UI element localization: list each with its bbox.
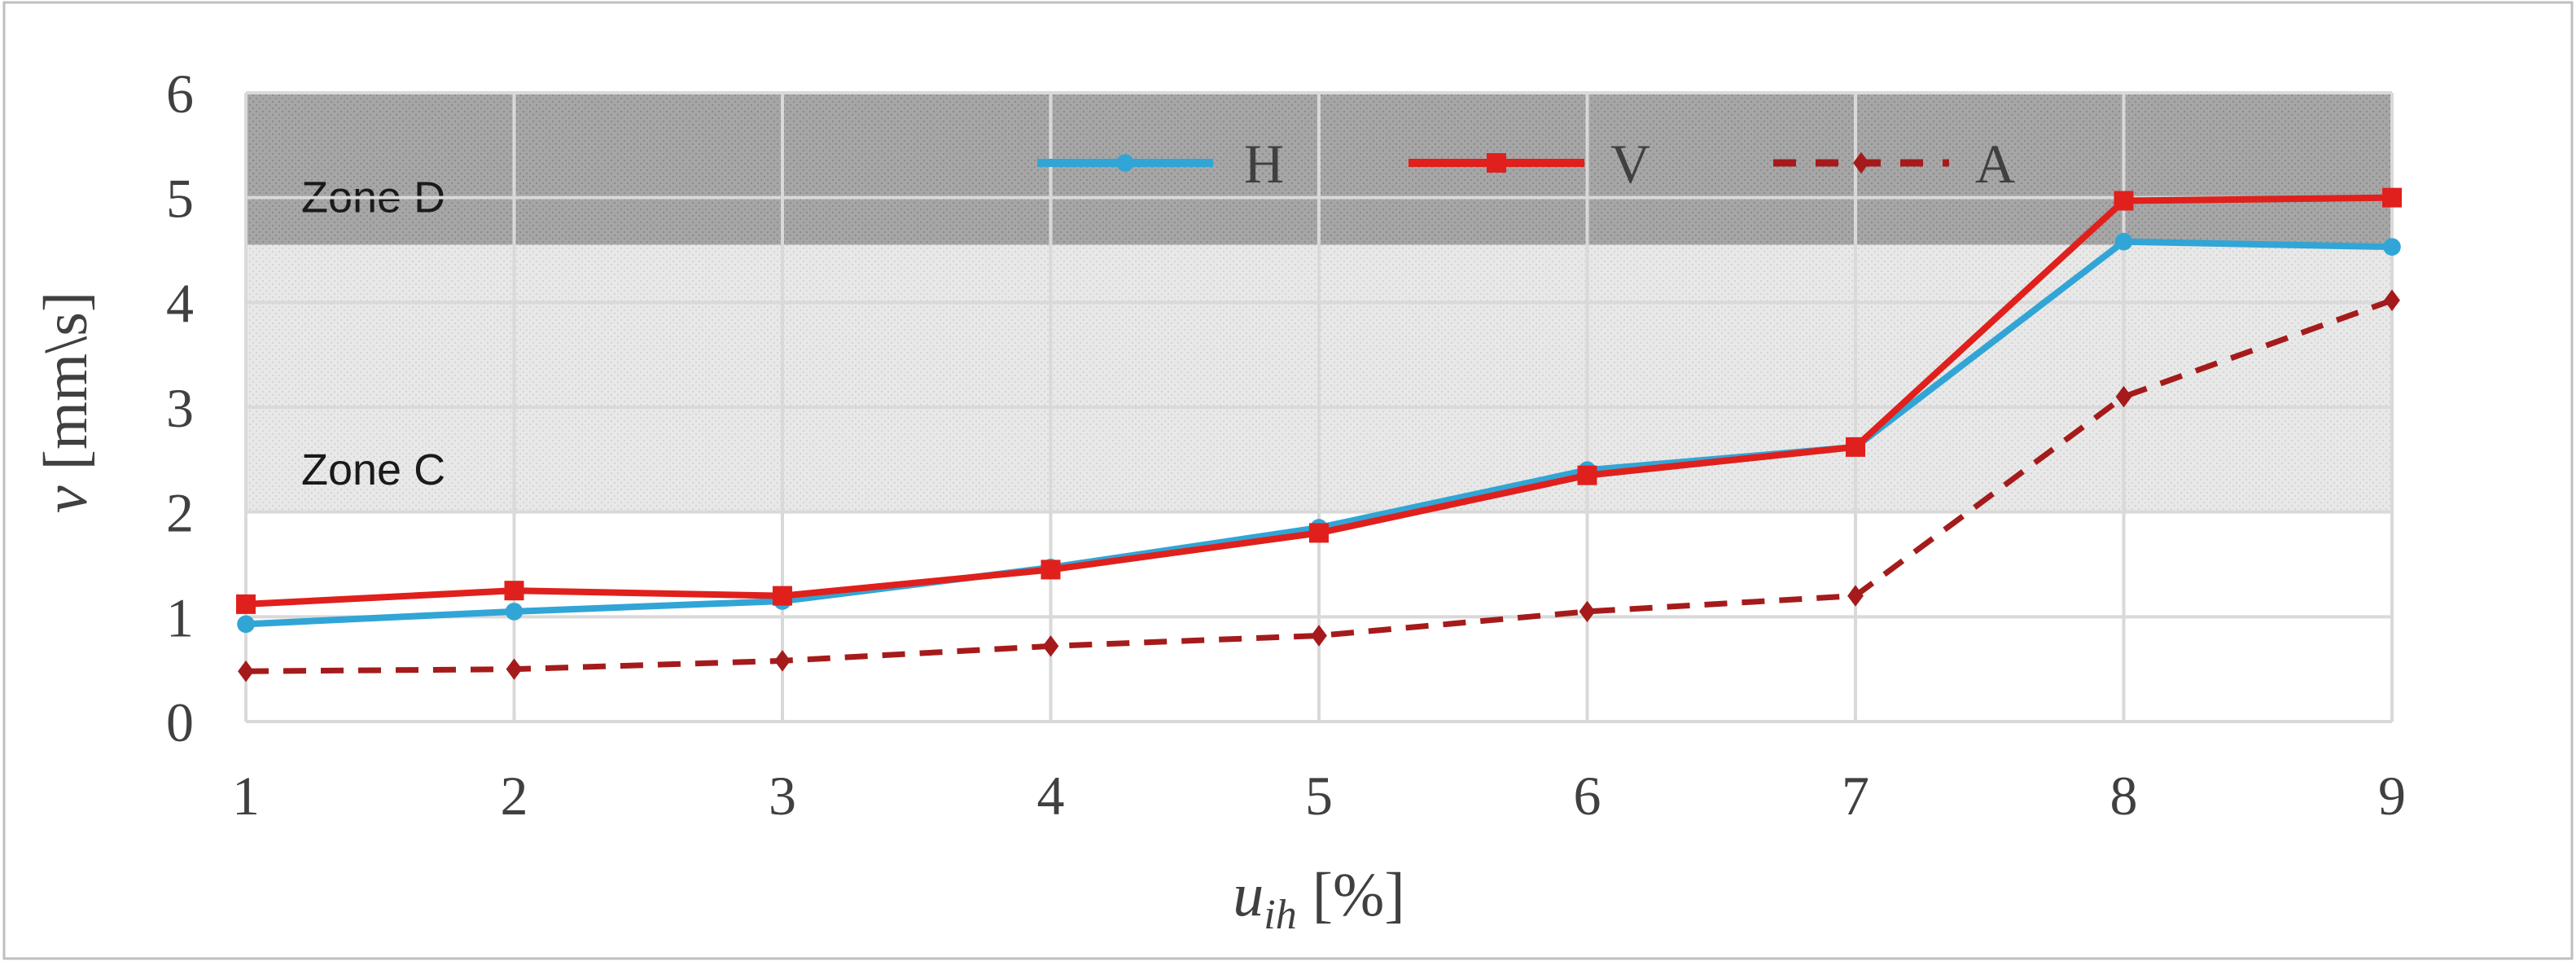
y-tick-label: 0 [166,691,194,753]
series-a-line [245,297,2394,674]
series-a [238,289,2400,682]
series-layer [236,187,2402,682]
y-tick-label: 6 [166,63,194,125]
series-a-point [1847,585,1864,607]
series-v-point [2382,187,2402,208]
legend-marker-a [1853,151,1869,174]
legend-label-a: A [1975,133,2015,195]
y-tick-label: 5 [166,168,194,230]
series-h-point [2383,238,2401,256]
series-v-point [236,594,256,614]
legend-item-v: V [1408,133,1650,195]
x-tick-label: 5 [1305,765,1333,827]
series-v-point [1577,465,1597,485]
series-v-point [773,586,792,606]
zone-label-c: Zone C [301,445,445,494]
x-tick-label: 7 [1842,765,1869,827]
legend-label-h: H [1244,133,1284,195]
x-tick-label: 1 [232,765,260,827]
x-tick-label: 8 [2110,765,2138,827]
series-a-point [1579,600,1596,623]
series-a-point [238,660,254,682]
series-a-point [2115,385,2132,408]
series-v-point [1846,437,1865,457]
series-a-point [774,650,791,672]
y-tick-label: 4 [166,272,194,334]
series-h-point [505,603,524,621]
x-tick-label: 4 [1037,765,1065,827]
x-tick-label: 2 [501,765,528,827]
series-a-point [1311,625,1327,647]
series-a-point [2384,289,2400,311]
legend-marker-v [1487,153,1506,173]
legend-label-v: V [1610,133,1650,195]
y-axis-title: v [mm\s] [32,292,100,513]
legend-marker-h [1116,154,1134,172]
legend-item-a: A [1773,133,2015,195]
series-v-point [1309,523,1329,543]
x-tick-label: 6 [1574,765,1601,827]
series-v-point [2114,191,2134,211]
y-tick-label: 2 [166,482,194,544]
series-h-point [237,615,255,634]
series-a-point [506,658,523,680]
series-a-point [1042,635,1059,657]
series-v [236,187,2402,614]
series-v-point [1040,559,1061,580]
y-tick-label: 1 [166,586,194,648]
legend-item-h: H [1037,133,1284,195]
x-tick-label: 9 [2378,765,2406,827]
series-v-point [504,581,524,601]
x-tick-label: 3 [769,765,796,827]
x-axis-title: uih [%] [1233,861,1404,938]
series-h-point [2114,232,2133,251]
y-tick-label: 3 [166,377,194,439]
